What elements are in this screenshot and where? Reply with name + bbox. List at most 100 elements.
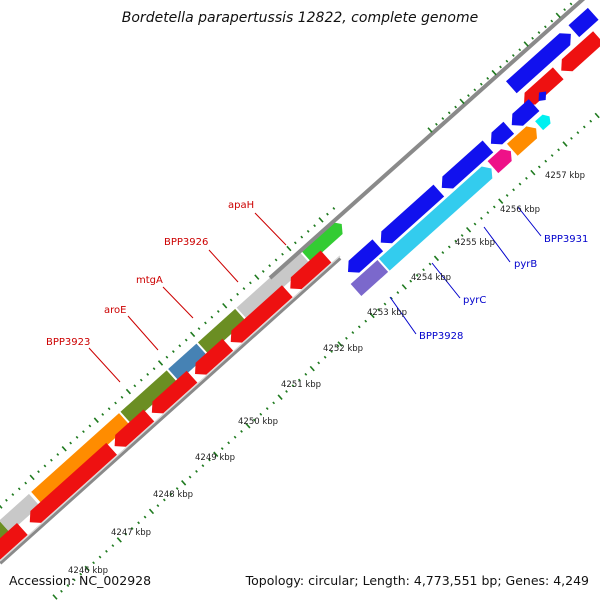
major-tick: [254, 274, 260, 280]
minor-tick: [447, 245, 451, 249]
gene-red-l2: [29, 442, 117, 523]
label-pyrB: pyrB: [514, 259, 537, 270]
major-tick: [84, 565, 90, 572]
minor-tick: [17, 487, 21, 491]
gene-red-l1: [0, 523, 28, 562]
minor-tick: [518, 182, 522, 186]
forward-genes-left: [0, 222, 343, 541]
tick-row-upper-right: [427, 2, 573, 133]
minor-tick: [550, 154, 554, 157]
minor-tick: [467, 94, 470, 98]
minor-tick: [178, 344, 182, 348]
minor-tick: [285, 390, 288, 393]
label-mtgA: mtgA: [136, 275, 163, 286]
backbone-left-highlight: [0, 255, 341, 562]
minor-tick: [454, 239, 458, 243]
minor-tick: [557, 148, 560, 152]
leader-apaH: [254, 212, 287, 246]
minor-tick: [274, 258, 278, 262]
label-apaH: apaH: [228, 200, 254, 211]
minor-tick: [499, 65, 502, 69]
minor-tick: [169, 492, 173, 496]
minor-tick: [111, 544, 115, 548]
minor-tick: [98, 555, 102, 559]
gene-red-l6: [230, 285, 293, 343]
tick-label-4252: 4252 kbp: [323, 344, 363, 354]
minor-tick: [236, 292, 239, 296]
minor-tick: [377, 308, 380, 312]
gene-red-l3: [114, 409, 155, 447]
minor-tick: [72, 578, 76, 582]
gene-red-tr1: [524, 67, 564, 105]
minor-tick: [569, 2, 573, 6]
minor-tick: [66, 584, 70, 588]
minor-tick: [473, 88, 477, 92]
minor-tick: [137, 521, 141, 525]
leader-pyrC: [431, 262, 461, 299]
tick-label-4250: 4250 kbp: [238, 417, 278, 427]
major-tick: [222, 302, 228, 309]
tick-label-4257: 4257 kbp: [545, 171, 585, 181]
minor-tick: [351, 331, 355, 335]
leader-mtgA: [162, 286, 194, 319]
minor-tick: [261, 269, 265, 273]
minor-tick: [492, 205, 496, 209]
minor-tick: [518, 48, 522, 52]
minor-tick: [422, 268, 425, 272]
minor-tick: [210, 315, 214, 319]
minor-tick: [428, 262, 432, 266]
minor-tick: [37, 470, 40, 474]
minor-tick: [326, 212, 329, 216]
backbone-left: [0, 256, 342, 565]
major-tick: [459, 98, 465, 105]
minor-tick: [101, 413, 105, 416]
gene-blue-r6: [538, 91, 547, 102]
minor-tick: [188, 475, 192, 479]
minor-tick: [265, 407, 269, 411]
gene-bpp3923: [31, 413, 130, 504]
minor-tick: [317, 361, 321, 365]
minor-tick: [332, 207, 336, 210]
minor-tick: [479, 82, 483, 86]
tick-label-4247: 4247 kbp: [111, 528, 151, 538]
major-tick: [369, 312, 375, 319]
minor-tick: [92, 561, 95, 565]
minor-tick: [216, 310, 220, 313]
minor-tick: [441, 251, 445, 255]
minor-tick: [396, 291, 400, 295]
gene-blue-r5: [511, 99, 540, 126]
label-BPP3923: BPP3923: [46, 337, 90, 348]
minor-tick: [447, 111, 451, 115]
leader-pyrB: [483, 226, 511, 263]
gene-red-l4: [151, 370, 198, 414]
minor-tick: [323, 355, 327, 359]
minor-tick: [531, 36, 534, 40]
gene-blue-r2: [380, 184, 445, 244]
minor-tick: [49, 458, 53, 462]
leader-BPP3928: [389, 296, 417, 335]
minor-tick: [480, 216, 483, 220]
minor-tick: [156, 504, 160, 508]
minor-tick: [79, 572, 83, 576]
minor-tick: [537, 165, 541, 169]
major-tick: [465, 226, 472, 233]
minor-tick: [345, 336, 348, 340]
minor-tick: [537, 31, 541, 34]
major-tick: [555, 12, 561, 19]
gene-aroE: [120, 370, 178, 424]
backbone-right: [268, 0, 586, 280]
minor-tick: [511, 54, 515, 57]
minor-tick: [56, 453, 60, 456]
minor-tick: [240, 430, 243, 433]
minor-tick: [512, 188, 515, 192]
minor-tick: [220, 447, 224, 450]
minor-tick: [105, 549, 108, 553]
gene-pyrC: [378, 166, 493, 271]
gene-blue-tr1: [505, 33, 571, 94]
minor-tick: [120, 395, 124, 399]
major-tick: [594, 112, 600, 119]
major-tick: [61, 446, 67, 452]
minor-tick: [291, 384, 295, 388]
forward-genes-right: [348, 91, 547, 273]
minor-tick: [293, 241, 297, 245]
